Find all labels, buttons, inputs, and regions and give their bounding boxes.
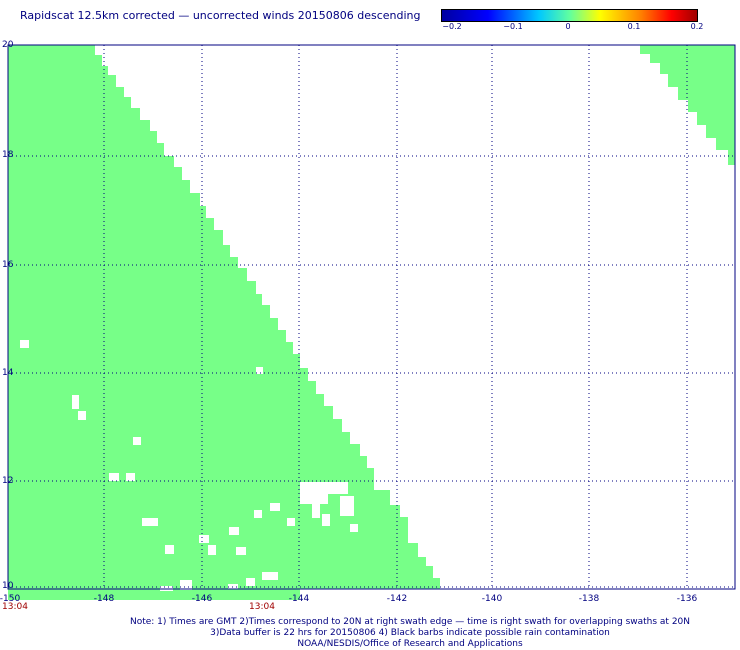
data-gap	[126, 473, 135, 481]
note-line-3: NOAA/NESDIS/Office of Research and Appli…	[297, 639, 523, 649]
swath-corner	[640, 45, 735, 165]
lat-label-14: 14	[2, 368, 14, 378]
data-gap	[287, 518, 295, 526]
data-gap	[208, 545, 216, 555]
data-gap	[165, 545, 174, 554]
swath-time-left: 13:04	[2, 602, 28, 612]
data-gap	[254, 510, 262, 518]
data-gap	[262, 572, 278, 580]
lon-label-136: -136	[676, 594, 698, 604]
colorbar-label-neg02: −0.2	[442, 22, 462, 31]
lon-label-146: -146	[191, 594, 213, 604]
lon-label-148: -148	[93, 594, 115, 604]
data-gap	[133, 437, 141, 445]
lat-lon-grid	[7, 44, 736, 590]
map-frame	[7, 44, 736, 590]
data-gap	[270, 503, 280, 511]
data-gap	[180, 580, 192, 590]
data-gap	[256, 367, 263, 374]
lat-label-20: 20	[2, 40, 14, 50]
colorbar-label-zero: 0	[565, 22, 571, 31]
data-gap	[300, 482, 348, 494]
lat-label-10: 10	[2, 581, 14, 591]
data-gap	[246, 578, 255, 586]
lon-label-144: -144	[288, 594, 310, 604]
swath-time-center: 13:04	[249, 602, 275, 612]
data-gap	[350, 524, 358, 532]
data-gap	[340, 496, 354, 516]
lat-label-16: 16	[2, 260, 14, 270]
lon-label-142: -142	[386, 594, 408, 604]
swath-main	[8, 45, 374, 600]
figure-title: Rapidscat 12.5km corrected — uncorrected…	[20, 9, 421, 22]
data-gap	[199, 535, 209, 543]
data-gap	[300, 494, 328, 504]
colorbar-label-01: 0.1	[627, 22, 641, 31]
lat-label-18: 18	[2, 150, 14, 160]
lon-label-150: -150	[0, 594, 21, 604]
data-gap	[142, 518, 158, 526]
data-gap	[109, 473, 119, 481]
colorbar-label-02: 0.2	[690, 22, 704, 31]
lat-label-12: 12	[2, 476, 14, 486]
note-line-2: 3)Data buffer is 22 hrs for 20150806 4) …	[210, 628, 610, 638]
data-gap	[420, 589, 450, 600]
colorbar	[441, 9, 698, 22]
data-gap	[20, 340, 29, 348]
data-gap	[72, 395, 79, 409]
data-gap	[229, 527, 239, 535]
data-gap	[300, 589, 380, 600]
swath-coverage	[8, 45, 735, 600]
data-gap	[236, 547, 246, 555]
data-gap	[312, 504, 320, 518]
lon-label-138: -138	[578, 594, 600, 604]
colorbar-label-neg01: −0.1	[503, 22, 523, 31]
note-line-1: Note: 1) Times are GMT 2)Times correspon…	[129, 617, 691, 627]
data-gap	[78, 411, 86, 420]
lon-label-140: -140	[481, 594, 503, 604]
swath-main-tail	[300, 482, 440, 589]
data-gap	[322, 514, 330, 526]
